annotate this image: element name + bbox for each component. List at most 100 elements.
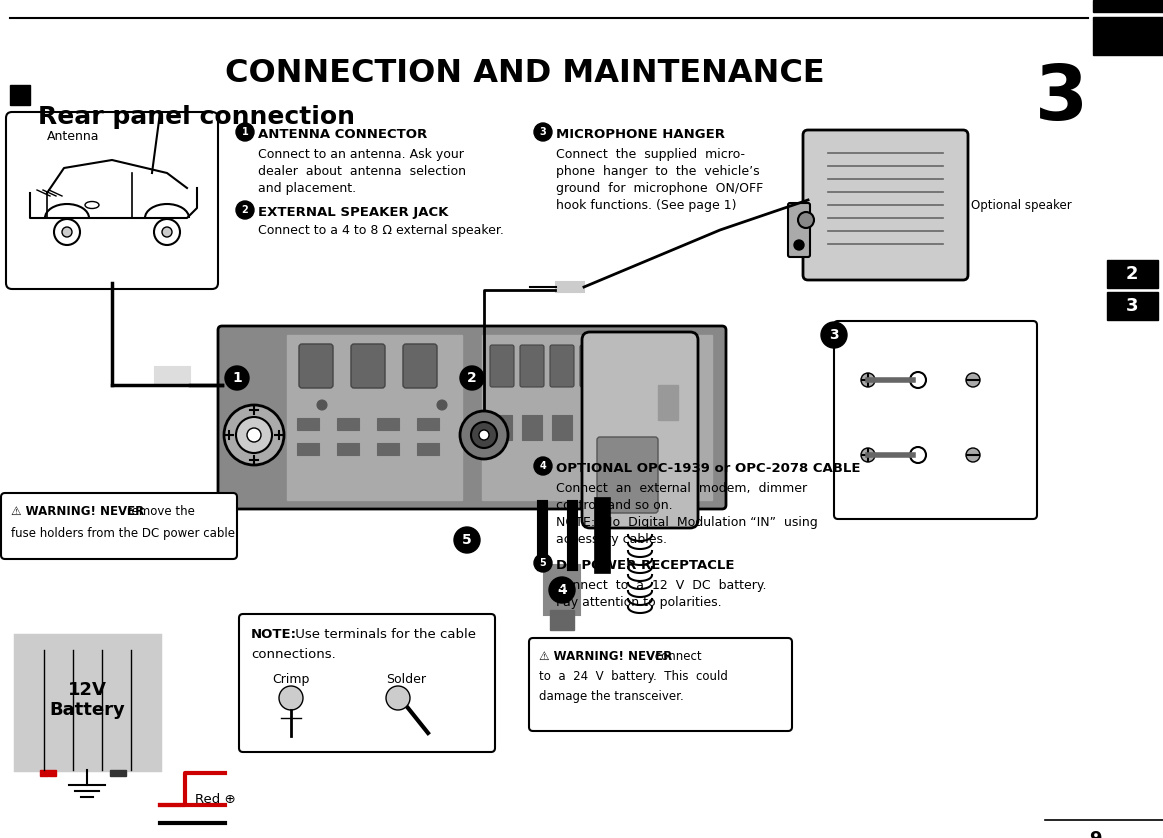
Text: Connect  to  a  12  V  DC  battery.: Connect to a 12 V DC battery. [556,579,766,592]
FancyBboxPatch shape [351,344,385,388]
Text: CONNECTION AND MAINTENANCE: CONNECTION AND MAINTENANCE [226,58,825,89]
FancyBboxPatch shape [834,321,1037,519]
Text: MICROPHONE HANGER: MICROPHONE HANGER [556,128,725,141]
Text: OPTIONAL OPC-1939 or OPC-2078 CABLE: OPTIONAL OPC-1939 or OPC-2078 CABLE [556,462,861,475]
Text: connect: connect [651,650,701,663]
Bar [40,770,56,776]
Text: hook functions. (See page 1): hook functions. (See page 1) [556,199,736,212]
Text: Connect to an antenna. Ask your: Connect to an antenna. Ask your [258,148,464,161]
FancyBboxPatch shape [217,326,726,509]
Bar [552,415,572,440]
Bar [110,770,126,776]
Text: Pay attention to polarities.: Pay attention to polarities. [556,596,721,609]
FancyBboxPatch shape [789,203,809,257]
Text: Connect  the  supplied  micro-: Connect the supplied micro- [556,148,745,161]
Text: 3: 3 [540,127,547,137]
Circle shape [966,448,980,462]
Text: fuse holders from the DC power cable.: fuse holders from the DC power cable. [10,527,238,540]
Bar [418,418,438,430]
Circle shape [798,212,814,228]
Circle shape [461,411,508,459]
Bar [10,85,30,105]
Bar [337,443,359,455]
Bar [297,443,319,455]
Text: to  a  24  V  battery.  This  could: to a 24 V battery. This could [538,670,728,683]
Circle shape [224,366,249,390]
FancyBboxPatch shape [640,345,664,387]
Circle shape [821,322,847,348]
Circle shape [317,400,327,410]
FancyBboxPatch shape [611,345,634,387]
Text: Connect  an  external  modem,  dimmer: Connect an external modem, dimmer [556,482,807,495]
Text: 3: 3 [829,328,839,342]
Circle shape [461,366,484,390]
Text: Antenna: Antenna [47,130,100,143]
Bar [377,418,399,430]
Circle shape [386,686,411,710]
Text: Use terminals for the cable: Use terminals for the cable [291,628,476,641]
Bar [1093,17,1163,55]
FancyBboxPatch shape [550,345,575,387]
Circle shape [861,373,875,387]
Circle shape [162,227,172,237]
Text: dealer  about  antenna  selection: dealer about antenna selection [258,165,466,178]
Circle shape [549,577,575,603]
Circle shape [236,201,254,219]
FancyBboxPatch shape [802,130,968,280]
FancyBboxPatch shape [520,345,544,387]
Text: remove the: remove the [123,505,195,518]
Text: EXTERNAL SPEAKER JACK: EXTERNAL SPEAKER JACK [258,206,449,219]
Bar [492,415,512,440]
Bar [297,418,319,430]
Circle shape [534,554,552,572]
Text: 3: 3 [1035,62,1089,136]
FancyBboxPatch shape [1,493,237,559]
Bar [481,335,712,500]
FancyBboxPatch shape [404,344,437,388]
FancyBboxPatch shape [582,332,698,528]
Bar [337,418,359,430]
Text: NOTE:  No  Digital  Modulation “IN”  using: NOTE: No Digital Modulation “IN” using [556,516,818,529]
Text: Rear panel connection: Rear panel connection [38,105,355,129]
Bar [15,635,160,770]
Text: Crimp: Crimp [272,673,309,686]
Circle shape [236,123,254,141]
Text: 2: 2 [1126,265,1139,283]
Text: phone  hanger  to  the  vehicle’s: phone hanger to the vehicle’s [556,165,759,178]
Text: 5: 5 [540,558,547,568]
Bar [582,415,602,440]
FancyBboxPatch shape [240,614,495,752]
Text: 4: 4 [557,583,566,597]
Bar [155,367,190,385]
Circle shape [224,405,284,465]
FancyBboxPatch shape [490,345,514,387]
Text: ground  for  microphone  ON/OFF: ground for microphone ON/OFF [556,182,763,195]
Text: 4: 4 [540,461,547,471]
Circle shape [909,447,926,463]
Text: connections.: connections. [251,648,336,661]
Bar [642,415,662,440]
Circle shape [534,123,552,141]
Circle shape [53,219,80,245]
Text: and placement.: and placement. [258,182,356,195]
Bar [612,415,632,440]
Text: ⚠ WARNING! NEVER: ⚠ WARNING! NEVER [538,650,672,663]
Text: 1: 1 [242,127,249,137]
Circle shape [861,448,875,462]
Text: 1: 1 [233,371,242,385]
FancyBboxPatch shape [529,638,792,731]
Text: Red ⊕: Red ⊕ [195,793,236,806]
Circle shape [454,527,480,553]
Bar [287,335,462,500]
Text: Solder: Solder [386,673,426,686]
Circle shape [909,372,926,388]
Circle shape [534,457,552,475]
Text: 12V
Battery: 12V Battery [49,680,124,719]
Text: 3: 3 [1126,297,1139,315]
Bar [377,443,399,455]
FancyBboxPatch shape [670,345,694,387]
Circle shape [154,219,180,245]
Text: damage the transceiver.: damage the transceiver. [538,690,684,703]
Bar [1107,292,1158,320]
Circle shape [794,240,804,250]
